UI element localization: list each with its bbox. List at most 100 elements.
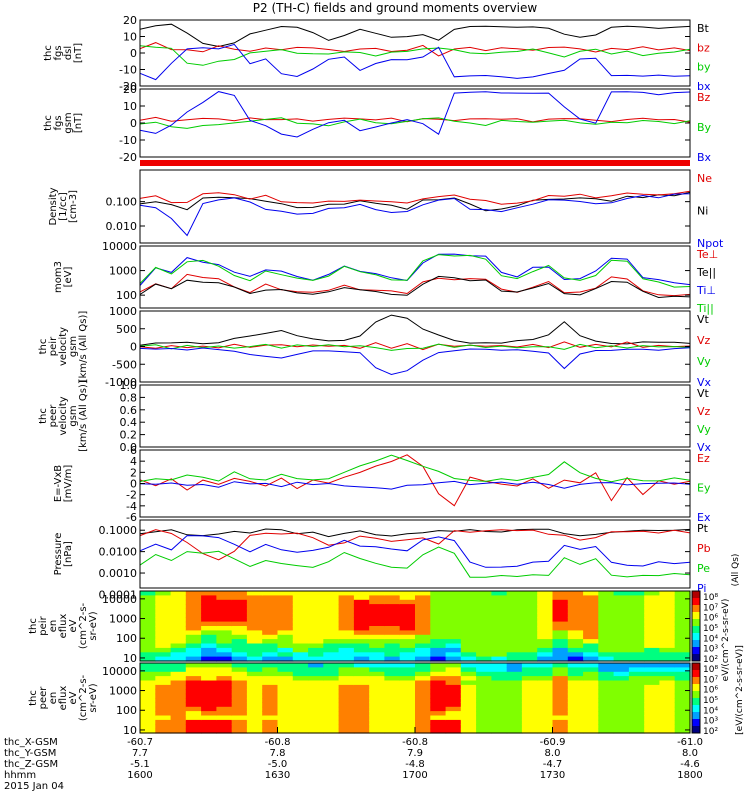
x-axis-date: 2015 Jan 04 <box>4 781 64 792</box>
spectrogram-cell <box>185 676 202 682</box>
x-row-value: 1630 <box>265 770 290 781</box>
spectrogram-cell <box>140 689 156 695</box>
spectrogram-cell <box>338 643 355 649</box>
spectrogram-cell <box>445 626 462 631</box>
spectrogram-cell <box>476 634 492 640</box>
spectrogram-cell <box>399 643 416 649</box>
spectrogram-cell <box>246 652 263 658</box>
spectrogram-cell <box>185 715 202 721</box>
spectrogram-cell <box>170 671 187 677</box>
spectrogram-cell <box>415 626 431 631</box>
spectrogram-cell <box>583 608 599 614</box>
spectrogram-cell <box>155 702 172 708</box>
spectrogram-cell <box>399 621 416 627</box>
spectrogram-cell <box>644 621 661 627</box>
spectrogram-cell <box>445 719 462 725</box>
spectrogram-cell <box>506 617 523 623</box>
spectrogram-cell <box>674 612 691 618</box>
spectrogram-cell <box>430 724 447 730</box>
spectrogram-cell <box>170 652 187 658</box>
spectrogram-cell <box>460 599 477 605</box>
spectrogram-cell <box>140 652 156 658</box>
spectrogram-cell <box>491 604 508 610</box>
spectrogram-cell <box>430 604 447 610</box>
colorbar-segment <box>692 726 700 734</box>
spectrogram-cell <box>369 639 386 645</box>
spectrogram-cell <box>659 621 676 627</box>
spectrogram-cell <box>476 684 492 690</box>
spectrogram-cell <box>415 728 431 734</box>
spectrogram-cell <box>460 643 477 649</box>
spectrogram-cell <box>216 591 233 596</box>
spectrogram-cell <box>674 684 691 690</box>
spectrogram-cell <box>430 680 447 686</box>
spectrogram-cell <box>140 728 156 734</box>
spectrogram-cell <box>399 676 416 682</box>
spectrogram-cell <box>277 647 294 653</box>
spectrogram-cell <box>567 698 584 703</box>
spectrogram-cell <box>216 684 233 690</box>
spectrogram-cell <box>155 647 172 653</box>
spectrogram-cell <box>185 724 202 730</box>
spectrogram-cell <box>659 652 676 658</box>
legend-entry-Bt: Bt <box>697 22 710 35</box>
y-tick-label: -2 <box>126 489 137 502</box>
spectrogram-cell <box>170 595 187 601</box>
spectrogram-cell <box>598 612 615 618</box>
spectrogram-cell <box>521 676 538 682</box>
y-axis-label: velocity <box>58 396 69 435</box>
spectrogram-cell <box>292 599 309 605</box>
spectrogram-cell <box>338 621 355 627</box>
spectrogram-cell <box>262 702 279 708</box>
spectrogram-cell <box>476 715 492 721</box>
spectrogram-cell <box>292 676 309 682</box>
spectrogram-cell <box>140 702 156 708</box>
spectrogram-cell <box>598 591 615 596</box>
spectrogram-cell <box>613 724 630 730</box>
spectrogram-cell <box>644 724 661 730</box>
spectrogram-cell <box>415 693 431 699</box>
spectrogram-cell <box>277 608 294 614</box>
spectrogram-cell <box>537 621 554 627</box>
spectrogram-cell <box>644 680 661 686</box>
spectrogram-cell <box>583 693 599 699</box>
spectrogram-cell <box>292 680 309 686</box>
spectrogram-cell <box>353 630 370 636</box>
y-axis-label: thc <box>43 45 54 61</box>
spectrogram-cell <box>537 667 554 673</box>
y-tick-label: 10 <box>123 724 137 737</box>
spectrogram-cell <box>308 612 324 618</box>
spectrogram-cell <box>140 591 156 596</box>
spectrogram-cell <box>262 663 279 668</box>
legend-entry-Te⊥: Te⊥ <box>696 248 718 261</box>
spectrogram-cell <box>552 652 569 658</box>
spectrogram-cell <box>277 663 294 668</box>
spectrogram-cell <box>583 667 599 673</box>
spectrogram-cell <box>521 706 538 712</box>
spectrogram-cell <box>155 680 172 686</box>
spectrogram-cell <box>308 630 324 636</box>
spectrogram-cell <box>216 671 233 677</box>
y-axis-label: Density <box>48 187 59 225</box>
spectrogram-cell <box>674 647 691 653</box>
spectrogram-cell <box>246 676 263 682</box>
spectrogram-cell <box>613 715 630 721</box>
spectrogram-cell <box>430 656 447 662</box>
spectrogram-cell <box>430 689 447 695</box>
spectrogram-cell <box>644 706 661 712</box>
spectrogram-cell <box>613 728 630 734</box>
spectrogram-cell <box>292 617 309 623</box>
spectrogram-cell <box>674 724 691 730</box>
spectrogram-cell <box>613 595 630 601</box>
spectrogram-cell <box>155 689 172 695</box>
spectrogram-cell <box>583 724 599 730</box>
spectrogram-cell <box>415 591 431 596</box>
spectrogram-cell <box>521 684 538 690</box>
spectrogram-cell <box>338 711 355 717</box>
spectrogram-cell <box>384 595 401 601</box>
spectrogram-cell <box>140 621 156 627</box>
spectrogram-cell <box>231 604 248 610</box>
legend-entry-Ex: Ex <box>697 511 711 524</box>
spectrogram-cell <box>476 617 492 623</box>
spectrogram-cell <box>140 680 156 686</box>
